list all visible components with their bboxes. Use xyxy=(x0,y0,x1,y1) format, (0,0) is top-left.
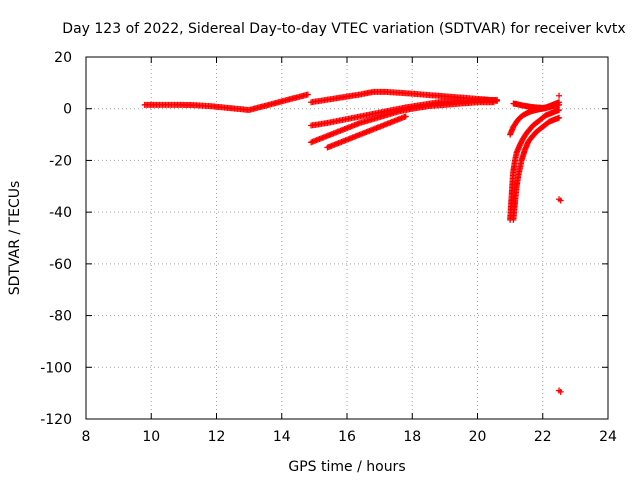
x-tick-label: 22 xyxy=(534,429,552,445)
series-arc2 xyxy=(308,88,501,106)
x-tick-label: 12 xyxy=(208,429,226,445)
x-tick-label: 8 xyxy=(82,429,91,445)
data-point xyxy=(304,91,311,98)
series-arc8 xyxy=(510,114,563,223)
y-tick-label: -100 xyxy=(40,360,72,376)
series-arc5 xyxy=(324,113,409,151)
plot-frame xyxy=(85,56,609,420)
y-tick-label: -20 xyxy=(49,153,72,169)
data-point xyxy=(556,92,563,99)
data-point xyxy=(490,99,497,106)
y-tick-label: 0 xyxy=(63,102,72,118)
data-point xyxy=(557,388,564,395)
data-points xyxy=(141,88,564,395)
series-arc9 xyxy=(510,99,563,111)
x-tick-label: 20 xyxy=(469,429,487,445)
y-tick-label: -80 xyxy=(49,309,72,325)
data-point xyxy=(557,197,564,204)
y-tick-label: -120 xyxy=(40,412,72,428)
x-tick-label: 24 xyxy=(599,429,617,445)
x-axis-label: GPS time / hours xyxy=(288,459,405,475)
data-point xyxy=(494,96,501,103)
series-arc4 xyxy=(308,99,497,146)
tick-layer: 8 10 12 14 16 18 20 22 24 20 0 -20 -40 -60 -80 -100 -120 xyxy=(40,50,617,445)
y-tick-label: 20 xyxy=(54,50,72,66)
y-tick-label: -40 xyxy=(49,205,72,221)
x-tick-label: 10 xyxy=(142,429,160,445)
y-axis-label: SDTVAR / TECUs xyxy=(7,181,23,296)
data-point xyxy=(402,113,409,120)
data-point xyxy=(556,114,563,121)
series-isolated xyxy=(556,92,564,395)
chart-title: Day 123 of 2022, Sidereal Day-to-day VTE… xyxy=(62,21,625,37)
data-point xyxy=(556,107,563,114)
data-point xyxy=(556,99,563,106)
y-tick-label: -60 xyxy=(49,257,72,273)
series-arc1 xyxy=(141,91,311,114)
x-tick-label: 16 xyxy=(338,429,356,445)
x-tick-label: 18 xyxy=(403,429,421,445)
x-tick-label: 14 xyxy=(273,429,291,445)
